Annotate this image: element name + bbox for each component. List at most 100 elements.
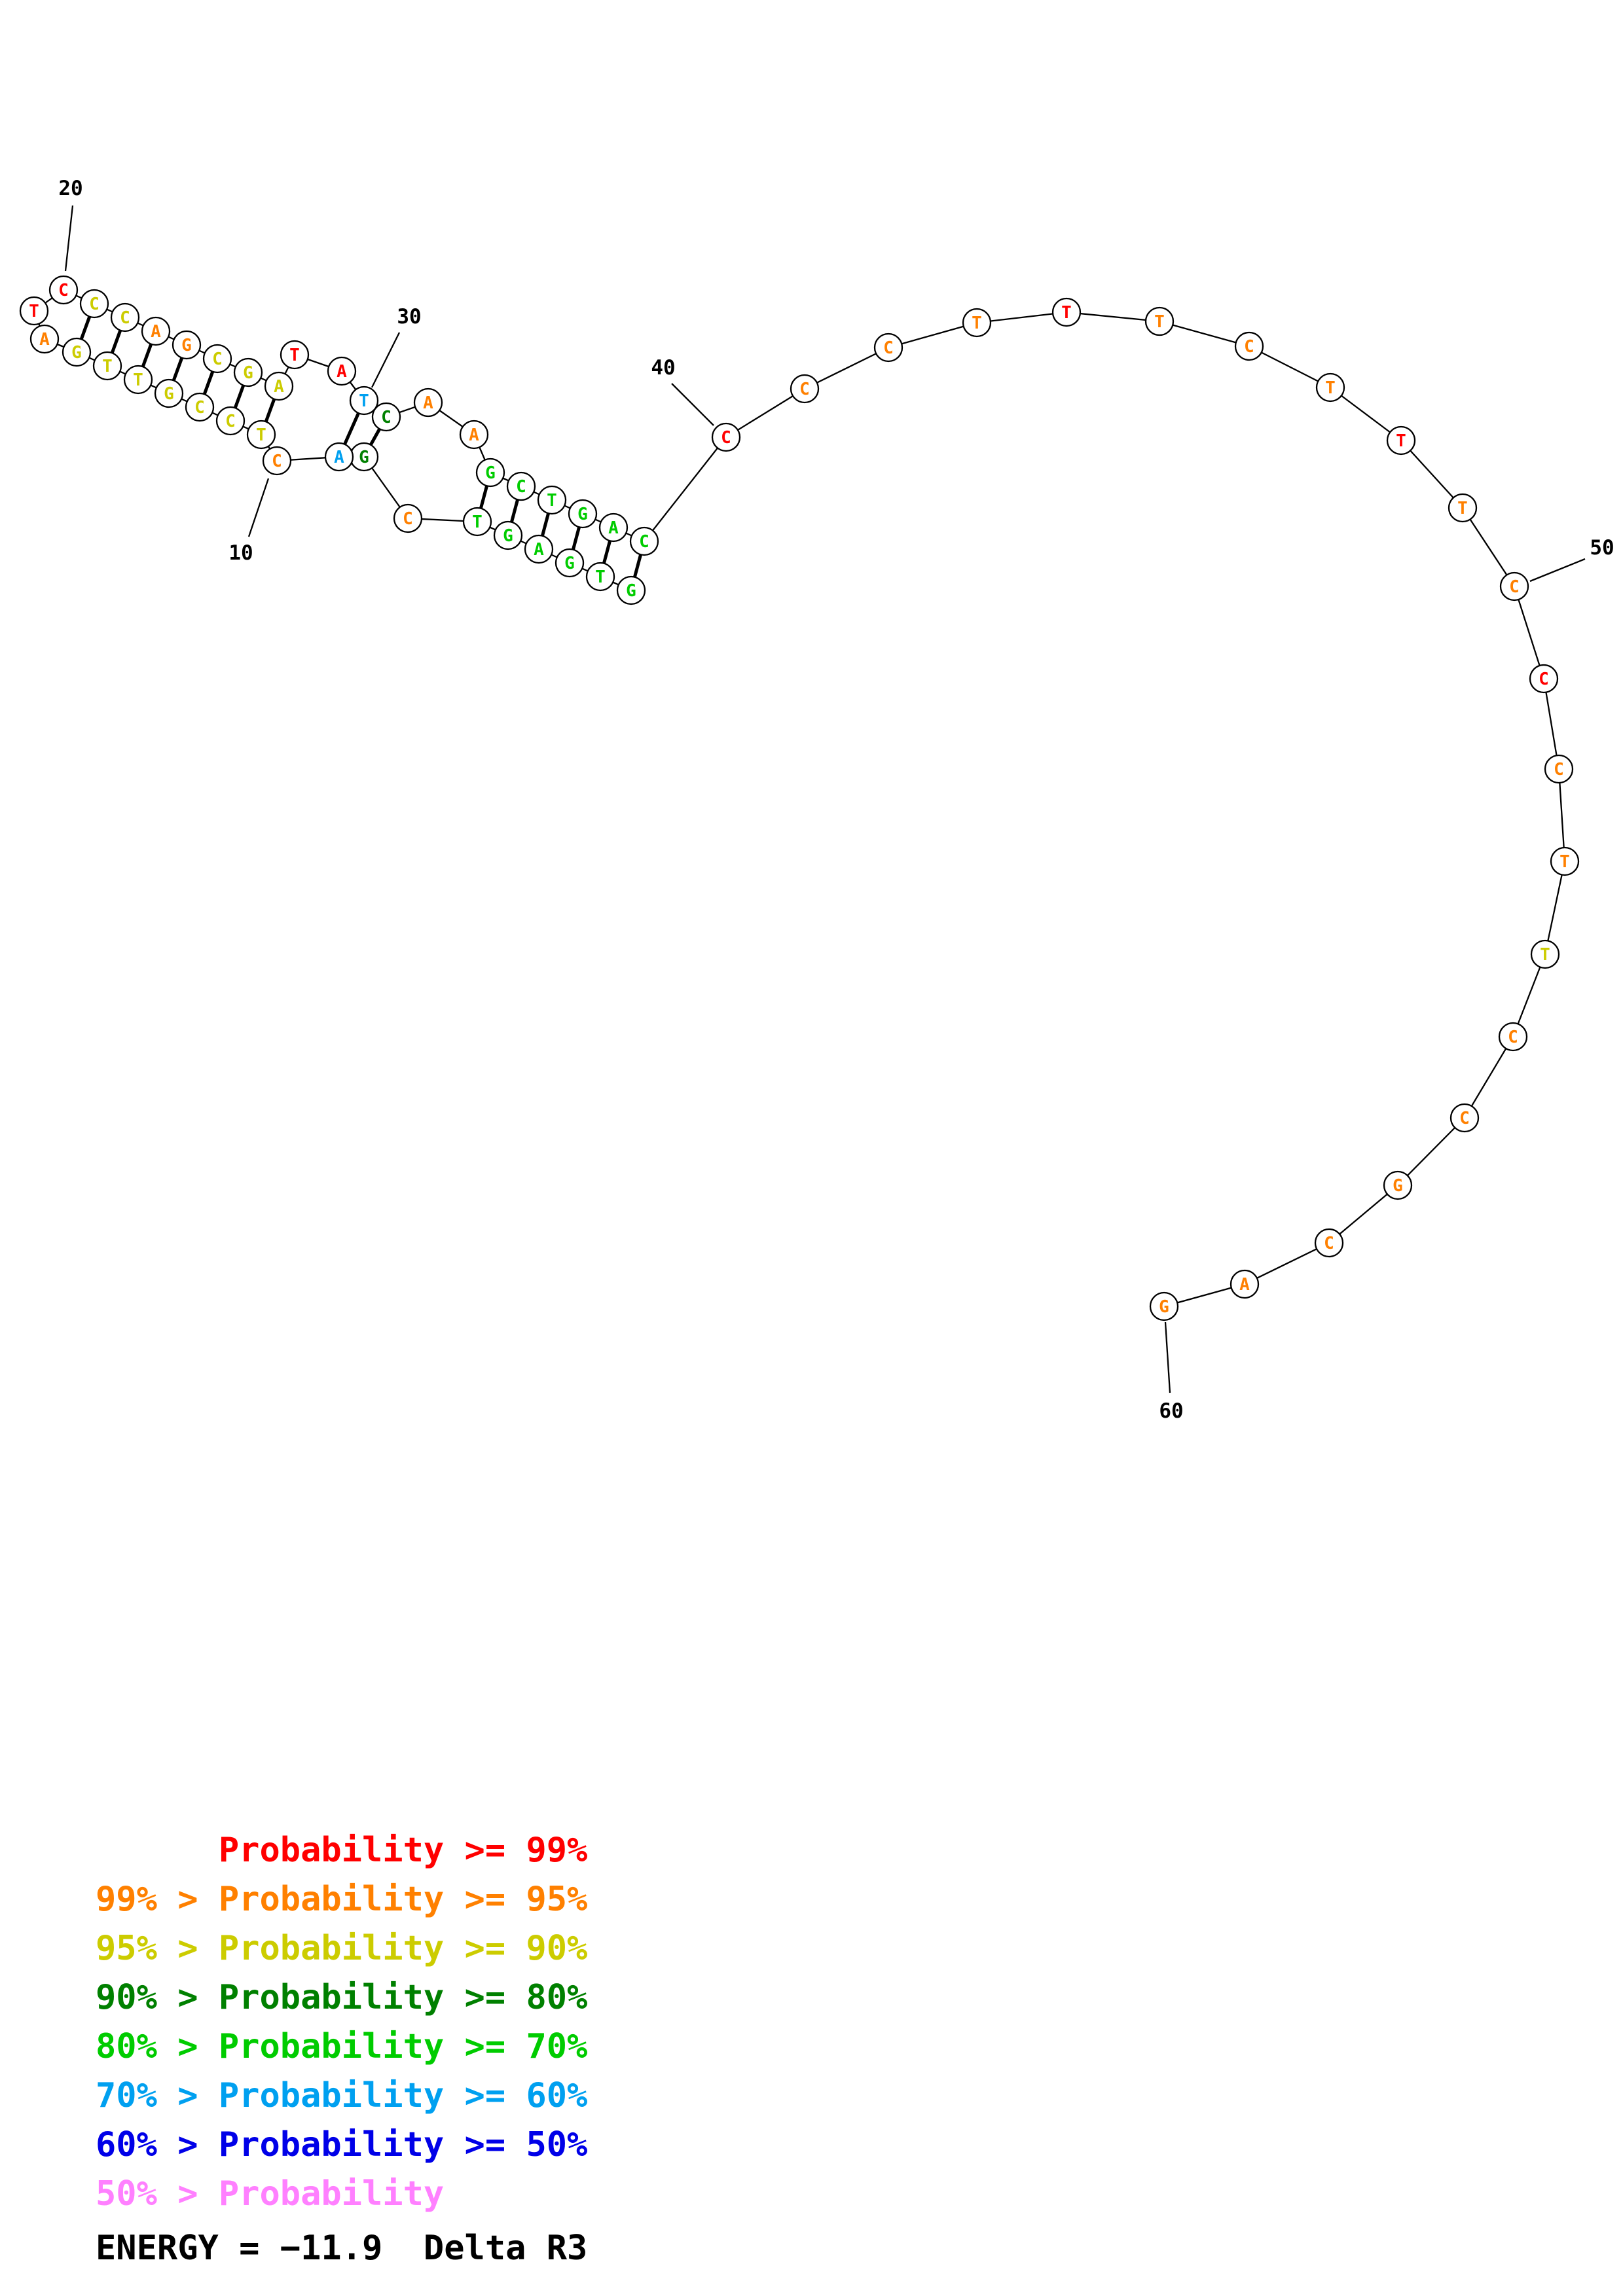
nucleotide-circle-51 xyxy=(1529,664,1559,694)
legend-item-1: Probability >= 99% xyxy=(96,1831,588,1870)
backbone-segment xyxy=(1249,345,1331,389)
nucleotide-base-letter-29: A xyxy=(337,362,347,382)
nucleotide-circle-49 xyxy=(1448,493,1478,523)
nucleotide-circle-13 xyxy=(185,392,215,422)
legend-item-2: 99% > Probability >= 95% xyxy=(96,1880,588,1919)
nucleotide-circle-34 xyxy=(475,457,505,488)
nucleotide-circle-25 xyxy=(202,344,232,374)
nucleotide-circle-15 xyxy=(123,365,153,395)
nucleotide-circle-7 xyxy=(393,503,423,533)
nucleotide-base-letter-10: C xyxy=(272,452,282,471)
nucleotide-base-letter-49: T xyxy=(1457,499,1468,518)
nucleotide-circle-39 xyxy=(629,526,659,556)
nucleotide-circle-4 xyxy=(524,534,554,564)
nucleotide-circle-27 xyxy=(264,371,294,401)
nucleotide-circle-58 xyxy=(1314,1228,1344,1258)
backbone-segment xyxy=(1397,1117,1465,1186)
position-label-20: 20 xyxy=(58,177,82,200)
nucleotide-circle-31 xyxy=(371,402,401,432)
legend-item-5: 80% > Probability >= 70% xyxy=(96,2027,588,2066)
nucleotide-base-letter-16: T xyxy=(102,357,113,376)
nucleotide-base-letter-32: A xyxy=(423,393,433,413)
nucleotide-base-letter-12: C xyxy=(225,412,236,431)
nucleotide-base-letter-39: C xyxy=(639,532,649,552)
position-label-10: 10 xyxy=(228,541,253,565)
nucleotide-circle-42 xyxy=(873,332,903,363)
nucleotide-base-letter-35: C xyxy=(516,477,526,497)
nucleotide-circle-2 xyxy=(585,562,615,592)
nucleotide-base-letter-44: T xyxy=(1061,303,1072,323)
nucleotide-base-letter-40: C xyxy=(721,428,731,448)
nucleotide-base-letter-53: T xyxy=(1559,852,1570,872)
position-label-60: 60 xyxy=(1159,1399,1183,1423)
nucleotide-base-letter-25: C xyxy=(212,350,223,369)
nucleotide-base-letter-31: C xyxy=(381,408,392,427)
nucleotide-circle-5 xyxy=(493,520,523,550)
nucleotide-base-letter-51: C xyxy=(1539,670,1549,689)
nucleotide-base-letter-47: T xyxy=(1325,378,1336,398)
backbone-segment xyxy=(1244,1242,1330,1285)
nucleotide-base-letter-6: T xyxy=(472,512,483,532)
legend-item-3: 95% > Probability >= 90% xyxy=(96,1929,588,1968)
nucleotide-circle-17 xyxy=(62,337,92,367)
backbone-segment xyxy=(1513,586,1545,679)
nucleotide-base-letter-15: T xyxy=(133,370,143,390)
nucleotide-base-letter-41: C xyxy=(799,380,810,399)
position-label-leader xyxy=(1164,1321,1171,1393)
backbone-segment xyxy=(644,437,727,542)
nucleotide-base-letter-54: T xyxy=(1540,945,1550,965)
nucleotide-base-letter-27: A xyxy=(274,377,284,397)
nucleotide-circle-32 xyxy=(413,387,443,418)
nucleotide-circle-60 xyxy=(1149,1291,1179,1321)
nucleotide-base-letter-58: C xyxy=(1324,1234,1334,1253)
nucleotide-circle-43 xyxy=(962,308,992,338)
nucleotide-circle-33 xyxy=(459,420,489,450)
nucleotide-base-letter-26: G xyxy=(243,363,253,383)
nucleotide-circle-16 xyxy=(92,351,122,381)
nucleotide-circle-48 xyxy=(1386,425,1416,456)
nucleotide-circle-10 xyxy=(262,446,292,476)
backbone-segment xyxy=(1542,678,1560,770)
position-label-leader xyxy=(671,383,714,426)
backbone-segment xyxy=(1159,320,1250,348)
nucleotide-base-letter-52: C xyxy=(1554,760,1564,780)
nucleotide-base-letter-42: C xyxy=(883,338,894,358)
nucleotide-circle-1 xyxy=(616,575,646,605)
nucleotide-base-letter-1: G xyxy=(626,581,636,601)
nucleotide-base-letter-43: T xyxy=(972,314,982,333)
nucleotide-base-letter-22: C xyxy=(120,308,130,328)
position-label-leader xyxy=(64,205,74,272)
rna-structure-plot: GTGAGTCGACTCCGTTGATCCCAGCGATATCAAGCTGACC… xyxy=(19,177,1614,1423)
nucleotide-circle-22 xyxy=(110,302,140,332)
backbone-segment xyxy=(1400,440,1463,509)
position-label-leader xyxy=(1529,558,1586,583)
nucleotide-circle-44 xyxy=(1051,297,1082,327)
legend-item-8: 50% > Probability xyxy=(96,2174,445,2214)
nucleotide-circle-41 xyxy=(790,374,820,404)
nucleotide-circle-47 xyxy=(1315,372,1345,403)
position-label-30: 30 xyxy=(397,305,421,329)
backbone-segment xyxy=(976,311,1067,324)
position-label-leader xyxy=(247,478,270,537)
nucleotide-circle-28 xyxy=(280,340,310,370)
nucleotide-circle-23 xyxy=(141,316,171,346)
nucleotide-base-letter-30: T xyxy=(359,391,369,411)
nucleotide-circle-46 xyxy=(1234,331,1264,361)
nucleotide-circle-38 xyxy=(598,512,629,543)
nucleotide-circle-11 xyxy=(246,420,276,450)
nucleotide-base-letter-18: A xyxy=(39,330,50,350)
nucleotide-base-letter-4: A xyxy=(534,540,544,560)
nucleotide-base-letter-45: T xyxy=(1154,312,1165,332)
nucleotide-circle-6 xyxy=(462,507,492,537)
nucleotide-circle-40 xyxy=(711,422,741,452)
nucleotide-base-letter-5: G xyxy=(503,526,513,546)
nucleotide-circle-50 xyxy=(1499,571,1529,601)
nucleotide-base-letter-9: A xyxy=(334,448,344,467)
backbone-segment xyxy=(1464,1036,1514,1119)
nucleotide-circle-56 xyxy=(1450,1103,1480,1133)
nucleotide-base-letter-8: G xyxy=(359,448,369,467)
backbone-segment xyxy=(1558,768,1566,862)
nucleotide-base-letter-21: C xyxy=(89,295,100,314)
nucleotide-base-letter-59: A xyxy=(1239,1275,1250,1295)
nucleotide-circle-29 xyxy=(327,356,357,386)
